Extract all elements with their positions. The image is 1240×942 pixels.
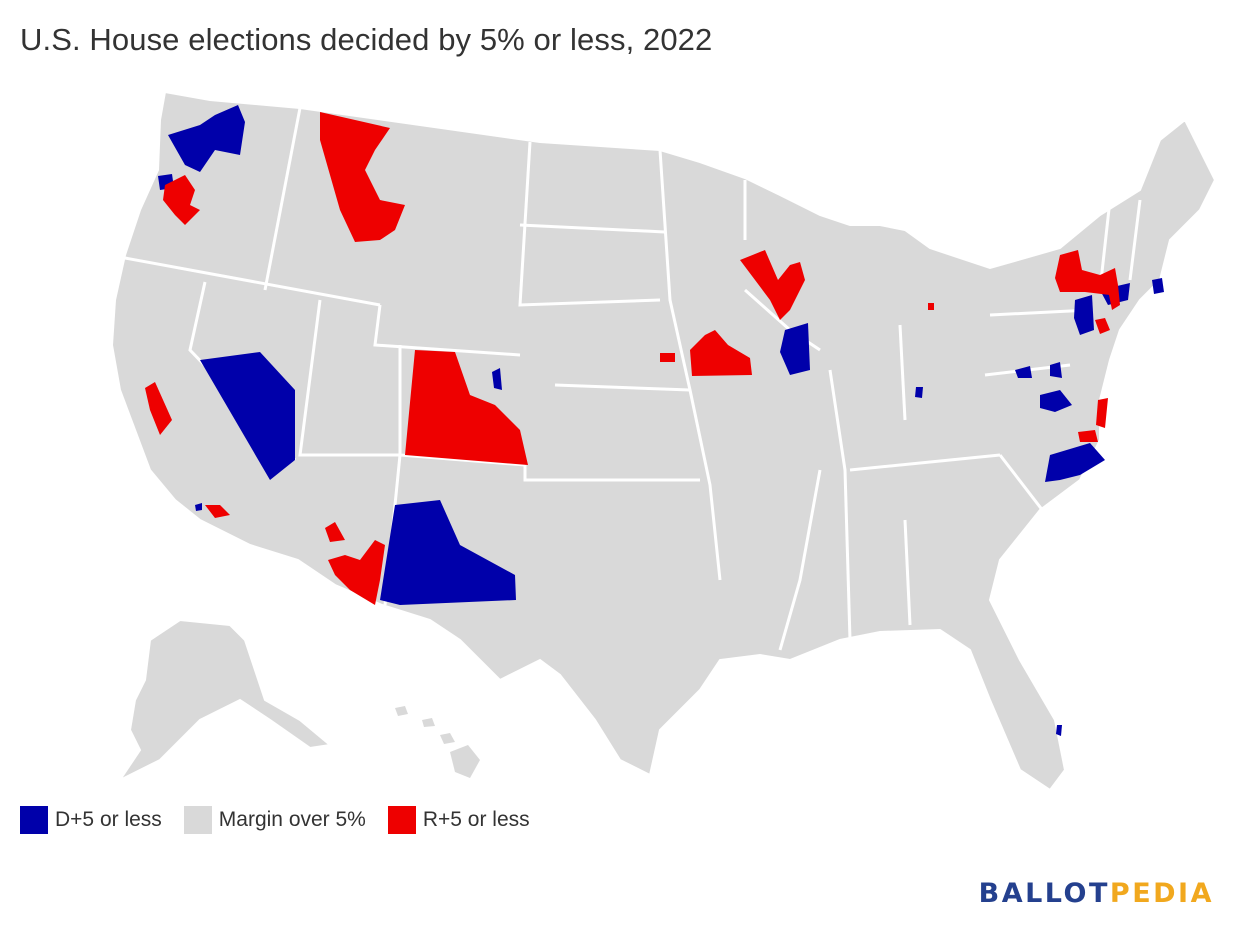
alaska [117, 618, 333, 783]
legend-swatch-dem [20, 806, 48, 834]
legend-label-dem: D+5 or less [55, 808, 162, 831]
rep-close-districts [145, 112, 1120, 605]
us-district-map [110, 90, 1217, 790]
legend-label-rep: R+5 or less [422, 808, 530, 831]
legend-item-dem: D+5 or less [20, 806, 162, 834]
contiguous-us [110, 90, 1217, 790]
legend-item-rep: R+5 or less [387, 806, 530, 834]
logo-part-ballot: BALLOT [978, 878, 1110, 909]
logo-part-pedia: PEDIA [1109, 878, 1214, 909]
legend-label-margin: Margin over 5% [218, 808, 366, 831]
legend-item-margin: Margin over 5% [183, 806, 366, 834]
legend-swatch-rep [387, 806, 416, 834]
legend-swatch-margin [183, 806, 212, 834]
chart-title: U.S. House elections decided by 5% or le… [20, 22, 713, 57]
ballotpedia-logo: BALLOTPEDIA [979, 878, 1214, 909]
legend: D+5 or less Margin over 5% R+5 or less [20, 806, 552, 834]
hawaii [395, 706, 480, 778]
